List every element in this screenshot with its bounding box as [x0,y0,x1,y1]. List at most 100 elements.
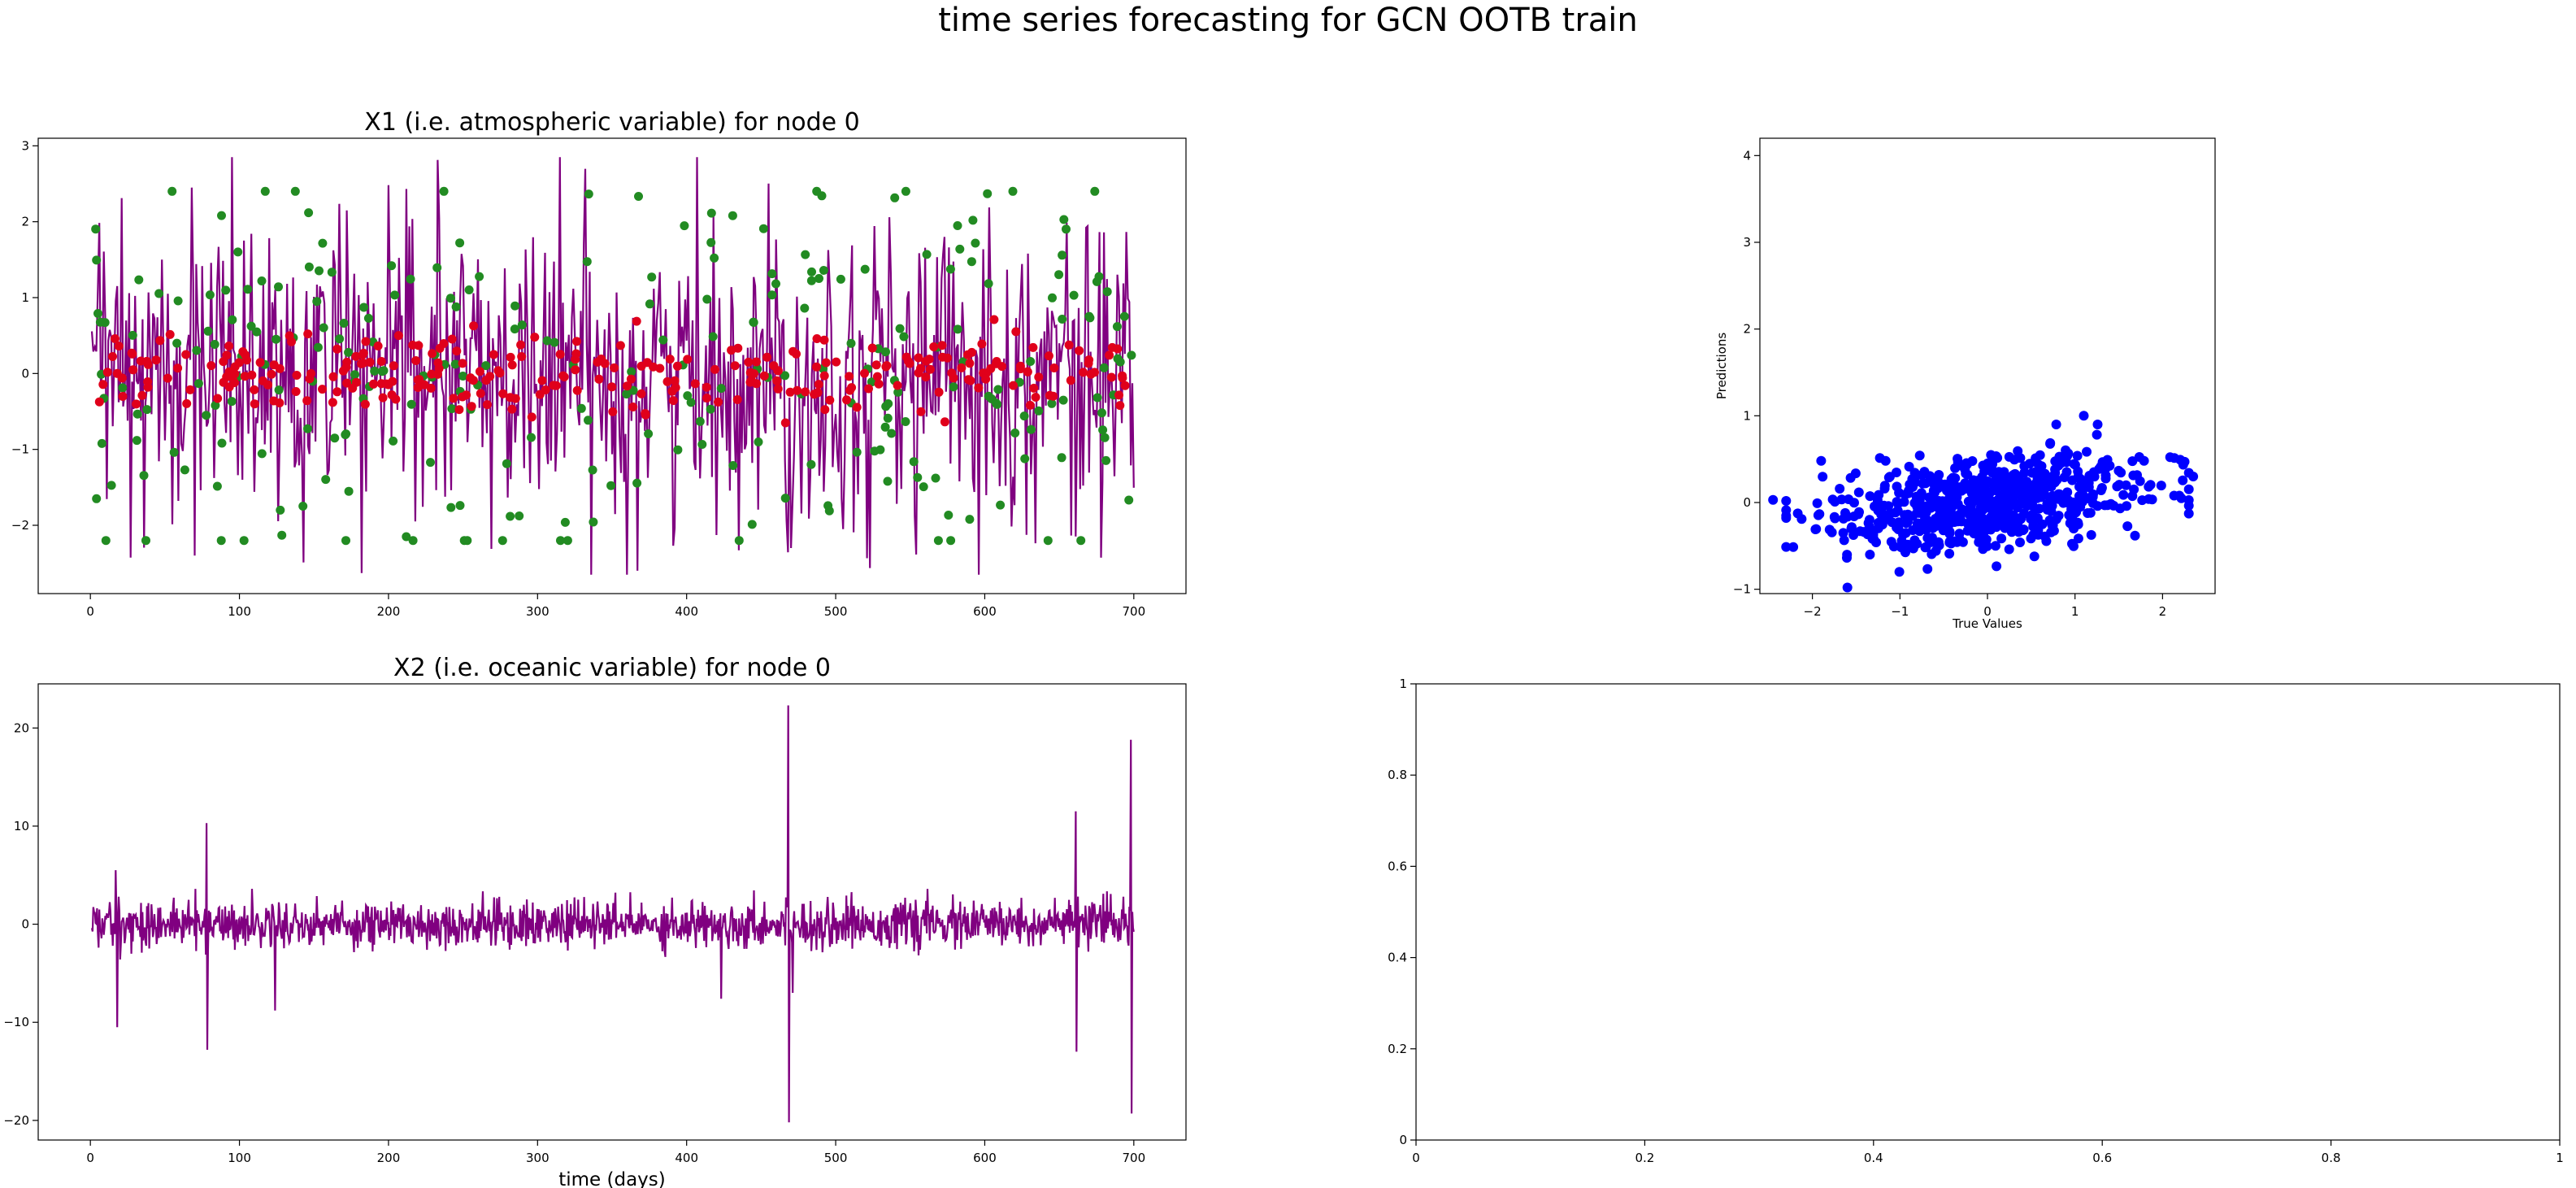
scatter-point [1967,456,1978,466]
observed-point [881,347,890,357]
scatter-point [1781,542,1792,552]
predicted-point [730,361,740,371]
scatter-point [1812,498,1822,508]
predicted-point [963,350,972,359]
scatter-point [2178,475,2188,485]
predicted-point [555,350,565,359]
predicted-point [458,359,467,368]
predicted-point [291,387,301,396]
scatter-point [1893,517,1904,528]
y-tick-label: −1 [11,442,29,457]
observed-point [1102,287,1112,297]
observed-point [996,500,1006,510]
x-axis-label: True Values [1952,616,2022,631]
x-tick-label: 0.4 [1864,1151,1883,1165]
scatter-point [1976,476,1987,486]
scatter-point [1948,492,1958,502]
scatter-point [2183,495,2194,505]
predicted-point [571,349,581,359]
scatter-point [2051,420,2061,429]
x-tick-label: 200 [377,604,401,619]
scatter-point [2061,467,2072,477]
scatter-point [1853,509,1864,520]
predicted-point [759,371,769,381]
observed-point [1047,398,1057,408]
predicted-point [690,379,700,389]
scatter-point [1927,549,1937,559]
scatter-point [2024,459,2035,469]
scatter-point [1956,511,1966,521]
scatter-point [1992,561,2002,572]
predicted-point [628,403,638,411]
scatter-point [1886,537,1896,547]
scatter-point [1814,509,1825,520]
predicted-point [143,382,153,392]
scatter-point [1966,500,1976,511]
predicted-point [468,376,478,385]
observed-point [627,367,636,376]
observed-point [217,438,227,448]
predicted-point [408,340,418,350]
y-tick-label: 0.8 [1388,768,1407,782]
scatter-point [1892,481,1902,492]
scatter-point [2096,485,2106,495]
scatter-point [2018,498,2029,508]
x-tick-label: 0 [1412,1151,1420,1165]
y-tick-label: 0 [21,917,29,932]
scatter-point [2139,455,2149,466]
predicted-point [929,342,939,351]
predicted-point [213,394,223,403]
scatter-point [1842,553,1852,563]
observed-point [697,440,707,449]
scatter-point [1830,497,1840,507]
y-axis-label: Predictions [1714,333,1729,400]
predicted-point [369,379,378,389]
scatter-point [2009,455,2020,465]
predicted-point [250,385,259,394]
predicted-point [535,389,545,399]
scatter-point [2116,468,2126,478]
observed-point [451,302,461,311]
predicted-point [476,389,485,398]
observed-point [167,186,177,196]
predicted-point [306,368,316,378]
predicted-point [482,400,492,410]
predicted-point [785,387,795,397]
observed-point [647,272,657,282]
predicted-point [957,363,967,372]
predicted-point [1120,381,1130,390]
predicted-point [608,407,618,416]
predicted-point [966,376,975,385]
scatter-point [2042,498,2053,509]
scatter-point [2015,488,2026,498]
predicted-point [469,321,479,331]
predicted-point [447,334,457,344]
predicted-point [454,405,464,415]
observed-point [92,255,102,265]
predicted-point [914,368,923,378]
y-tick-label: 0 [1743,495,1751,510]
predicted-point [832,357,841,367]
predicted-point [185,385,195,394]
predicted-point [572,385,582,395]
observed-point [1085,313,1095,323]
observed-point [945,264,955,274]
observed-point [993,385,1003,394]
predicted-point [111,334,119,343]
observed-point [221,285,231,295]
scatter-point [1858,527,1869,537]
predicted-point [269,360,279,370]
observed-point [1112,322,1122,332]
observed-point [402,532,411,542]
predicted-point [636,389,646,398]
scatter-point [1768,494,1779,505]
predicted-point [351,351,361,361]
observed-point [276,505,285,515]
predicted-point [860,368,869,378]
observed-point [439,186,449,196]
observed-point [205,290,215,300]
scatter-point [1863,518,1874,529]
x-tick-label: 300 [526,604,550,619]
x-tick-label: 700 [1122,604,1145,619]
